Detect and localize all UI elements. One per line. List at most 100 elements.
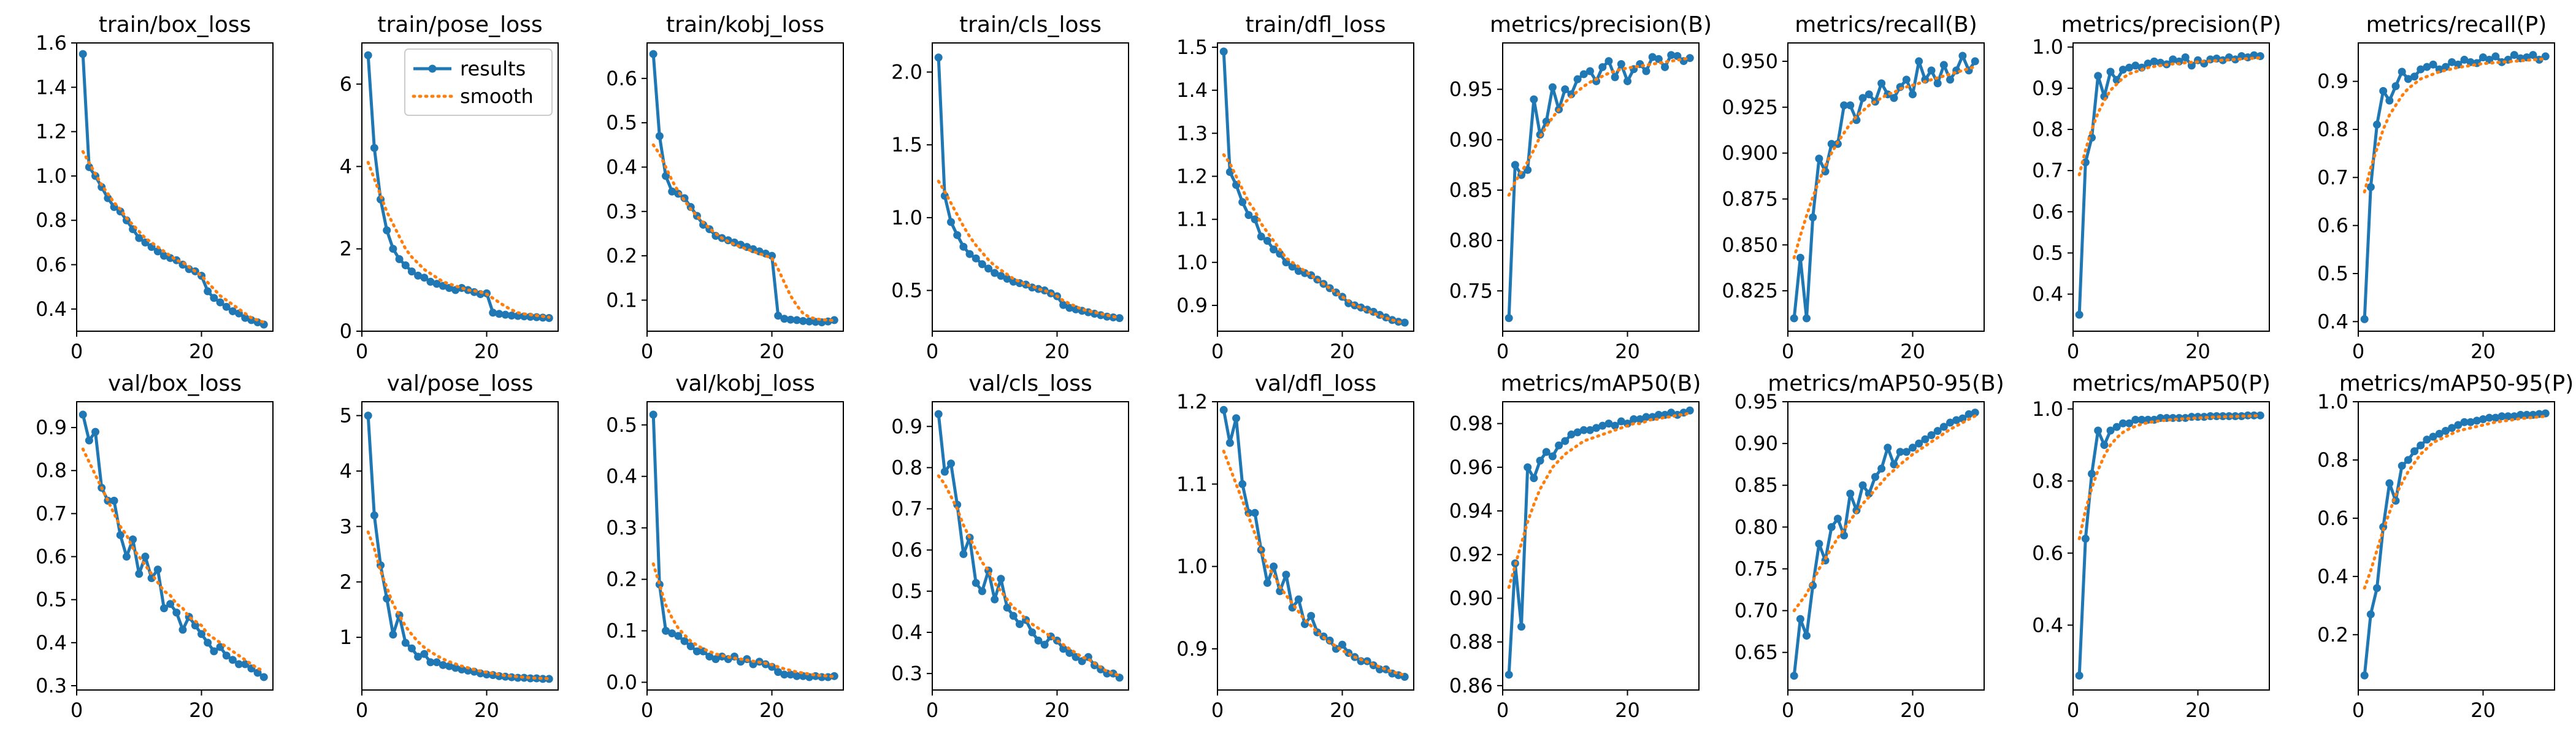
subplot-1: train/box_loss 0 20 0.4 0.6 0.8 1.0 1.2 1.4 1.6	[36, 12, 274, 363]
smooth-line	[81, 150, 266, 324]
results-point	[1877, 79, 1886, 88]
results-point	[1952, 416, 1961, 424]
results-point	[1009, 611, 1018, 620]
results-point	[799, 316, 807, 325]
results-point	[2125, 63, 2134, 72]
results-point	[464, 666, 472, 675]
results-point	[2385, 96, 2394, 105]
results-point	[2366, 183, 2375, 191]
results-point	[1238, 480, 1247, 488]
results-point	[1927, 431, 1936, 439]
results-point	[116, 531, 125, 539]
results-point	[1561, 437, 1570, 445]
y-tick-label: 0.4	[891, 621, 922, 644]
results-point	[1890, 94, 1898, 102]
results-point	[2497, 412, 2506, 421]
subplot-title: metrics/mAP50-95(P)	[2339, 371, 2574, 396]
y-tick-label: 0.95	[1735, 390, 1778, 413]
subplot-17: metrics/mAP50(P) 0 20 0.4 0.6 0.8 1.0	[2032, 371, 2271, 722]
axes-frame	[1502, 401, 1700, 691]
y-tick-label: 4	[340, 459, 352, 483]
results-point	[2360, 315, 2369, 323]
results-point	[216, 298, 224, 307]
y-tick-label: 0.3	[891, 662, 922, 685]
results-point	[1611, 421, 1619, 430]
y-tick-label: 0.1	[606, 619, 637, 642]
results-point	[1251, 508, 1259, 517]
y-tick-label: 0.5	[891, 580, 922, 603]
x-tick-label: 0	[1782, 340, 1794, 363]
results-point	[204, 638, 212, 647]
y-tick-label: 1.0	[891, 206, 922, 229]
axes-frame	[1787, 401, 1985, 691]
results-point	[1902, 75, 1911, 84]
x-tick-label: 20	[1045, 340, 1070, 363]
results-point	[1592, 424, 1601, 432]
y-tick-label: 0.5	[606, 413, 637, 437]
y-tick-label: 2.0	[891, 60, 922, 83]
results-point	[2094, 72, 2103, 80]
results-point	[2478, 53, 2487, 61]
results-point	[364, 51, 372, 59]
subplot-title: metrics/mAP50-95(B)	[1768, 371, 2004, 396]
results-point	[2360, 671, 2369, 680]
subplot-8: metrics/precision(P) 0 20 0.4 0.5 0.6 0.7 0.8 0.…	[2032, 12, 2281, 363]
results-point	[1673, 52, 1682, 60]
results-point	[668, 629, 677, 638]
results-point	[2081, 534, 2090, 543]
y-tick-label: 0.925	[1722, 96, 1778, 119]
axes-frame	[361, 42, 559, 332]
results-point	[401, 638, 410, 647]
y-tick-label: 0.2	[606, 568, 637, 591]
results-point	[1604, 420, 1613, 428]
smooth-line	[1507, 56, 1692, 197]
results-point	[680, 637, 689, 645]
results-point	[705, 652, 714, 661]
y-tick-label: 0.75	[1449, 279, 1493, 302]
results-point	[1865, 90, 1873, 99]
results-point	[2410, 72, 2419, 81]
results-point	[1902, 448, 1911, 456]
y-tick-label: 0.8	[2032, 469, 2063, 493]
results-point	[1598, 63, 1607, 71]
x-tick-label: 20	[2471, 699, 2496, 722]
y-tick-label: 0.4	[606, 465, 637, 488]
subplot-title: val/cls_loss	[968, 371, 1092, 396]
y-tick-label: 1.5	[891, 133, 922, 156]
axes-frame	[1217, 42, 1414, 332]
results-point	[1858, 481, 1867, 489]
results-point	[370, 144, 378, 152]
results-point	[2137, 415, 2146, 424]
results-point	[1611, 73, 1619, 82]
x-tick-label: 20	[2185, 699, 2210, 722]
x-tick-label: 20	[2471, 340, 2496, 363]
results-point	[259, 673, 268, 681]
axes-frame	[1502, 42, 1700, 332]
subplot-13: val/cls_loss 0 20 0.3 0.4 0.5 0.6 0.7 0.8 0.9	[891, 371, 1129, 722]
y-tick-label: 0.6	[2032, 200, 2063, 223]
results-point	[2144, 59, 2152, 68]
results-point	[1276, 250, 1284, 258]
results-point	[1858, 94, 1867, 102]
results-point	[1617, 60, 1625, 69]
x-tick-label: 20	[1615, 340, 1640, 363]
x-tick-label: 20	[189, 340, 214, 363]
smooth-line	[1222, 153, 1406, 325]
results-point	[2417, 441, 2425, 450]
results-point	[940, 467, 949, 476]
y-tick-label: 0.86	[1449, 674, 1493, 697]
smooth-line	[2363, 57, 2547, 194]
y-tick-label: 0.5	[2317, 262, 2348, 285]
results-point	[1796, 615, 1804, 623]
results-point	[934, 53, 943, 62]
results-point	[2497, 58, 2506, 66]
results-point	[1555, 441, 1563, 450]
results-point	[364, 412, 372, 420]
results-point	[1939, 423, 1948, 431]
axes-frame	[646, 42, 844, 332]
results-point	[2485, 413, 2494, 422]
results-point	[159, 251, 168, 260]
results-point	[104, 194, 112, 202]
results-point	[2429, 432, 2437, 441]
results-point	[947, 459, 956, 468]
